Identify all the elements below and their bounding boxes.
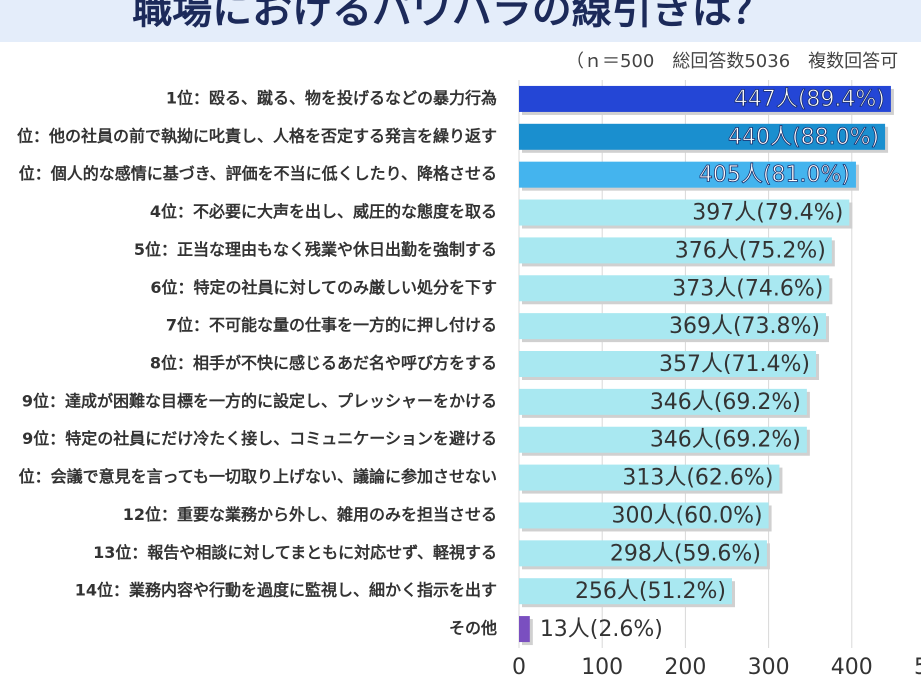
bar xyxy=(519,161,856,188)
x-tick-label: 0 xyxy=(512,655,526,680)
value-label: 405人(81.0%) xyxy=(699,163,850,188)
bar xyxy=(519,388,807,415)
value-label: 256人(51.2%) xyxy=(575,579,726,604)
value-label: 300人(60.0%) xyxy=(612,503,763,528)
value-label: 346人(69.2%) xyxy=(650,428,801,453)
x-tick-label: 100 xyxy=(581,655,623,680)
bar xyxy=(519,123,886,150)
y-tick-label: 位：会議で意見を言っても一切取り上げない、議論に参加させない xyxy=(19,467,497,486)
bar xyxy=(519,502,769,529)
x-tick-label: 300 xyxy=(748,655,790,680)
header-band xyxy=(0,0,921,42)
value-label: 376人(75.2%) xyxy=(675,238,826,263)
bar xyxy=(519,237,832,264)
y-tick-label: 1位：殴る、蹴る、物を投げるなどの暴力行為 xyxy=(166,88,497,107)
bar xyxy=(519,540,767,567)
value-label: 313人(62.6%) xyxy=(622,466,773,491)
bar xyxy=(519,351,817,377)
value-label: 440人(88.0%) xyxy=(728,125,879,150)
x-tick-label: 500 xyxy=(914,655,921,680)
value-label: 447人(89.4%) xyxy=(734,87,885,112)
y-tick-label: 5位：正当な理由もなく残業や休日出勤を強制する xyxy=(134,240,497,259)
y-tick-label: 8位：相手が不快に感じるあだ名や呼び方をする xyxy=(150,354,497,373)
y-tick-label: 6位：特定の社員に対してのみ厳しい処分を下す xyxy=(150,278,497,297)
x-tick-label: 200 xyxy=(664,655,706,680)
bar xyxy=(519,616,530,643)
value-label: 298人(59.6%) xyxy=(610,541,761,566)
bar xyxy=(519,85,891,112)
x-tick-label: 400 xyxy=(831,655,873,680)
y-tick-label: 14位：業務内容や行動を過度に監視し、細かく指示を出す xyxy=(75,581,497,600)
y-tick-label: その他 xyxy=(449,619,497,638)
value-label: 373人(74.6%) xyxy=(672,276,823,301)
bar xyxy=(519,313,827,340)
y-tick-label: 4位：不必要に大声を出し、威圧的な態度を取る xyxy=(150,202,497,221)
bar xyxy=(519,275,830,302)
y-tick-label: 9位：達成が困難な目標を一方的に設定し、プレッシャーをかける xyxy=(22,391,497,410)
chart-title: 職場におけるパワハラの線引きは？ xyxy=(132,0,772,33)
bar xyxy=(519,464,780,491)
y-tick-label: 12位：重要な業務から外し、雑用のみを担当させる xyxy=(123,505,497,524)
y-tick-label: 位：他の社員の前で執拗に叱責し、人格を否定する発言を繰り返す xyxy=(17,126,497,145)
bar xyxy=(519,426,807,453)
value-label: 346人(69.2%) xyxy=(650,390,801,415)
y-tick-label: 7位：不可能な量の仕事を一方的に押し付ける xyxy=(166,316,497,335)
value-label: 397人(79.4%) xyxy=(692,201,843,226)
y-tick-label: 13位：報告や相談に対してまともに対応せず、軽視する xyxy=(93,543,497,562)
bar xyxy=(519,578,732,605)
y-tick-label: 9位：特定の社員にだけ冷たく接し、コミュニケーションを避ける xyxy=(22,429,497,448)
value-label: 13人(2.6%) xyxy=(540,617,663,642)
subtitle: （ｎ＝500 総回答数5036 複数回答可 xyxy=(566,51,898,72)
bar xyxy=(519,199,850,226)
value-label: 369人(73.8%) xyxy=(669,314,820,339)
value-label: 357人(71.4%) xyxy=(659,352,810,377)
y-tick-label: 位：個人的な感情に基づき、評価を不当に低くしたり、降格させる xyxy=(19,164,497,183)
